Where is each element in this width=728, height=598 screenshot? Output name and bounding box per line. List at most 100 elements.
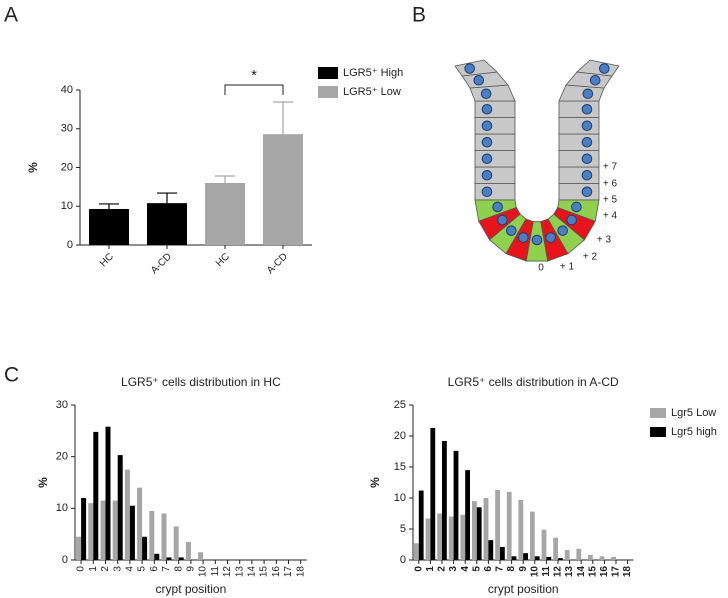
x-axis-label: crypt position [488, 582, 559, 596]
nucleus [481, 186, 493, 198]
x-tick-label: 15 [587, 566, 598, 578]
x-tick-label: 18 [295, 566, 306, 578]
legend-label: LGR5⁺ Low [343, 86, 401, 98]
y-tick-label: 25 [394, 399, 406, 411]
bar [558, 558, 563, 560]
nucleus [531, 234, 543, 246]
nucleus [464, 63, 476, 74]
chart-title: LGR5⁺ cells distribution in HC [121, 375, 281, 389]
bar [137, 487, 143, 560]
significance-bracket [224, 84, 284, 95]
x-tick-label: 16 [599, 566, 610, 578]
x-tick-label: 4 [125, 566, 136, 572]
nucleus [581, 153, 593, 165]
cell [454, 59, 498, 77]
y-tick-label: 10 [56, 502, 68, 514]
y-tick-label: 0 [67, 239, 73, 251]
bar [425, 518, 431, 560]
position-label: + 5 [603, 195, 618, 206]
position-label: + 2 [583, 252, 598, 263]
bar [418, 490, 424, 560]
x-tick-label: 8 [506, 566, 517, 572]
bar [198, 552, 204, 560]
nucleus [480, 88, 492, 100]
cell [474, 133, 516, 151]
bar [89, 208, 129, 245]
position-label: + 6 [603, 179, 618, 190]
cell [474, 100, 516, 118]
y-tick-label: 40 [61, 84, 73, 96]
cell [558, 166, 600, 184]
x-tick-label: 5 [137, 566, 148, 572]
y-tick-label: 20 [61, 161, 73, 173]
cell [558, 117, 600, 135]
bar [472, 501, 477, 560]
cell [558, 183, 600, 201]
y-tick-label: 0 [400, 554, 406, 566]
x-tick-label: 8 [173, 566, 184, 572]
x-tick-label: 2 [100, 566, 111, 572]
y-tick-label: 30 [56, 399, 68, 411]
cell [474, 166, 516, 184]
bar [142, 536, 148, 560]
bar [576, 548, 582, 560]
bar [263, 134, 303, 245]
x-tick-label: 12 [553, 566, 564, 578]
bar [124, 469, 130, 560]
x-tick-label: A-CD [149, 251, 174, 276]
x-tick-label: 5 [471, 566, 482, 572]
cell [558, 150, 600, 168]
cell [474, 183, 516, 201]
bar [414, 543, 419, 560]
x-tick-label: HC [214, 251, 232, 269]
x-tick-label: 11 [210, 566, 221, 577]
position-label: + 7 [603, 162, 618, 173]
y-tick-label: 10 [61, 200, 73, 212]
cell [558, 133, 600, 151]
x-tick-label: 9 [518, 566, 529, 572]
bar [553, 537, 558, 560]
nucleus [581, 186, 593, 198]
legend-swatch [650, 408, 666, 418]
y-axis-label: % [368, 477, 382, 488]
nucleus [581, 103, 593, 115]
position-label: + 1 [560, 262, 575, 273]
y-tick-label: 15 [394, 461, 406, 473]
nucleus [481, 153, 493, 165]
bar [530, 511, 535, 560]
x-tick-label: 0 [413, 566, 424, 572]
cell [474, 117, 516, 135]
x-tick-label: 6 [483, 566, 494, 572]
bar [173, 526, 179, 560]
position-label: 0 [538, 263, 544, 274]
nucleus [571, 201, 582, 213]
x-tick-label: 17 [611, 566, 622, 578]
legend-label: Lgr5 high [671, 426, 717, 438]
nucleus [473, 74, 485, 86]
position-label: + 4 [603, 211, 618, 222]
position-label: + 3 [597, 235, 612, 246]
x-tick-label: 1 [88, 566, 99, 572]
nucleus [599, 63, 610, 74]
nucleus [481, 136, 493, 148]
x-tick-label: 12 [222, 566, 233, 578]
x-tick-label: HC [98, 251, 116, 269]
bar [453, 450, 459, 560]
bar [149, 510, 155, 560]
cell [474, 150, 516, 168]
bar [564, 550, 570, 560]
bar [588, 555, 593, 560]
significance-label: * [251, 67, 257, 84]
legend-swatch [318, 67, 338, 79]
nucleus [566, 214, 577, 226]
bar [518, 499, 524, 560]
bar [476, 507, 482, 560]
nucleus [581, 120, 593, 132]
x-tick-label: 1 [425, 566, 436, 572]
x-tick-label: 3 [112, 566, 123, 572]
x-tick-label: 10 [529, 566, 540, 578]
bar [546, 556, 552, 560]
x-tick-label: 14 [576, 566, 587, 578]
x-tick-label: 16 [271, 566, 282, 578]
